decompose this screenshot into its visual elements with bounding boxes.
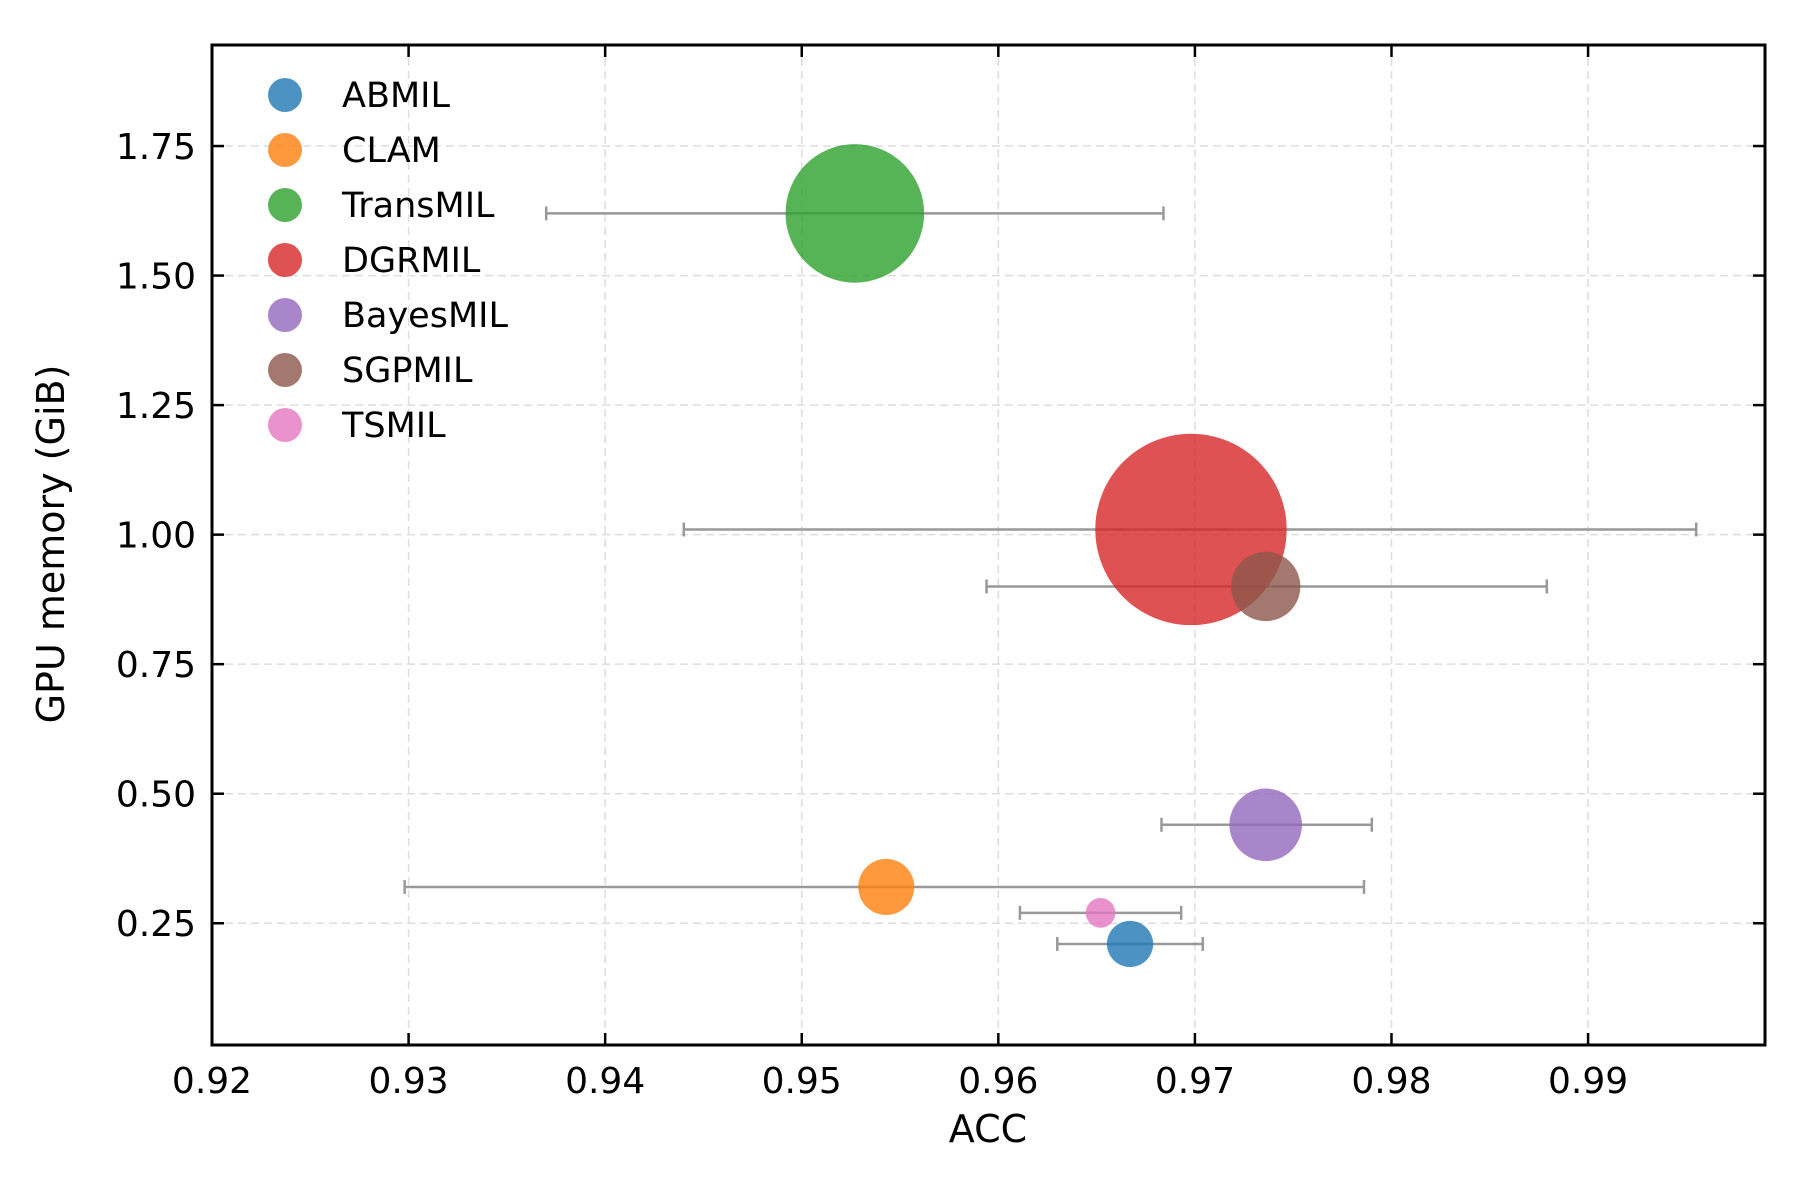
legend-label-sgpmil: SGPMIL	[342, 351, 473, 391]
legend: ABMIL CLAM TransMIL DGRMIL BayesMIL SGPMIL TSM…	[268, 76, 508, 446]
legend-label-bayesmil: BayesMIL	[342, 296, 508, 336]
point-bayesmil	[1229, 788, 1302, 862]
data-points	[785, 144, 1302, 968]
point-abmil	[1106, 920, 1154, 968]
legend-label-dgrmil: DGRMIL	[342, 241, 481, 281]
legend-marker-clam	[268, 133, 302, 167]
point-tsmil	[1085, 898, 1116, 928]
legend-label-tsmil: TSMIL	[341, 406, 446, 446]
plot-frame	[210, 43, 1767, 1047]
legend-marker-bayesmil	[268, 298, 302, 332]
point-sgpmil	[1231, 551, 1301, 622]
x-tick-label: 0.99	[1548, 1061, 1628, 1102]
x-tick-label: 0.98	[1351, 1061, 1431, 1102]
legend-marker-dgrmil	[268, 243, 302, 277]
legend-label-clam: CLAM	[342, 131, 441, 171]
y-tick-label: 1.25	[116, 386, 196, 427]
y-tick-label: 0.50	[116, 775, 196, 816]
x-tick-label: 0.94	[565, 1061, 645, 1102]
grid-lines	[212, 45, 1765, 1045]
legend-label-abmil: ABMIL	[342, 76, 450, 116]
legend-marker-transmil	[268, 188, 302, 222]
x-axis-label: ACC	[949, 1107, 1027, 1151]
axis-ticks	[210, 45, 1765, 1045]
x-tick-label: 0.97	[1155, 1061, 1235, 1102]
y-tick-label: 1.75	[116, 127, 196, 168]
x-tick-label: 0.95	[762, 1061, 842, 1102]
x-tick-label: 0.92	[172, 1061, 252, 1102]
legend-label-transmil: TransMIL	[341, 186, 495, 226]
tick-labels: 0.92 0.93 0.94 0.95 0.96 0.97 0.98 0.99 0.25 0.50…	[116, 127, 1628, 1102]
legend-marker-tsmil	[268, 408, 302, 442]
point-transmil	[785, 144, 925, 283]
y-tick-label: 1.50	[116, 257, 196, 298]
x-tick-label: 0.93	[369, 1061, 449, 1102]
point-clam	[858, 858, 915, 916]
legend-marker-sgpmil	[268, 353, 302, 387]
y-tick-label: 0.75	[116, 645, 196, 686]
legend-marker-abmil	[268, 78, 302, 112]
x-tick-label: 0.96	[958, 1061, 1038, 1102]
y-axis-label: GPU memory (GiB)	[29, 365, 73, 724]
y-tick-label: 0.25	[116, 904, 196, 945]
y-tick-label: 1.00	[116, 516, 196, 557]
